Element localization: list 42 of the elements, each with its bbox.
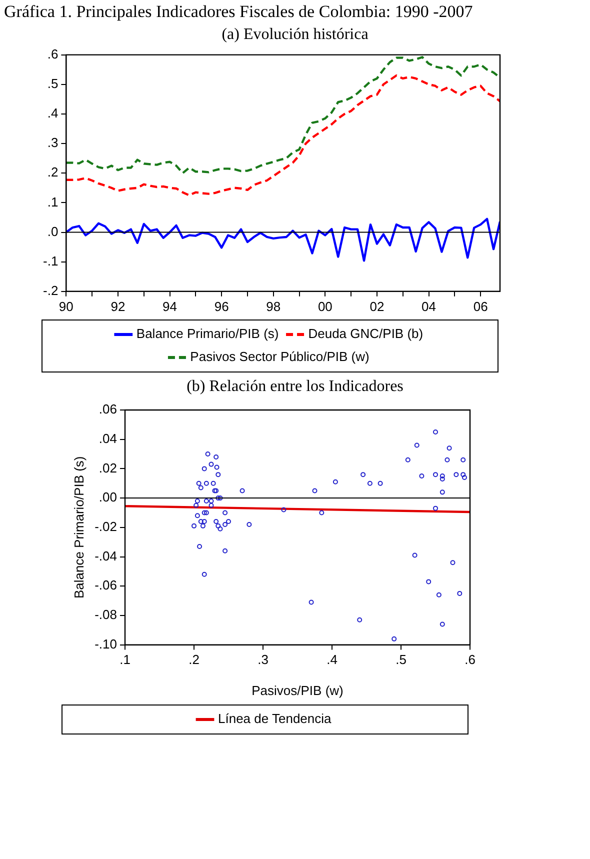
y-tick-label: .2 [47,164,58,180]
y-tick-label: -.06 [94,578,117,593]
y-tick-label: .5 [47,76,58,91]
x-tick-label: 02 [370,298,384,314]
y-tick-label: -.10 [94,636,117,652]
x-tick-label: 00 [318,298,332,314]
y-axis-title: Balance Primario/PIB (s) [71,456,86,599]
x-tick-label: .2 [188,652,200,668]
y-tick-label: .3 [47,135,58,150]
y-tick-label: -.1 [43,253,58,268]
y-tick-label: .1 [47,194,58,210]
y-tick-label: -.04 [94,548,117,564]
x-tick-label: 90 [58,298,74,314]
y-tick-label: .0 [47,224,58,239]
chart-title: Gráfica 1. Principales Indicadores Fiscales de Colombia: 1990 -2007 [4,2,474,22]
y-tick-label: -.08 [94,607,117,622]
y-tick-label: .06 [98,402,117,417]
x-tick-label: 04 [422,298,436,314]
x-tick-label: 96 [214,298,229,314]
x-axis-title: Pasivos/PIB (w) [252,682,344,698]
x-tick-label: 94 [162,298,178,314]
y-tick-label: .04 [98,430,117,446]
chart-title: (b) Relación entre los Indicadores [186,378,404,396]
x-tick-label: .4 [326,652,338,668]
x-tick-label: .6 [464,652,476,668]
legend-label: Deuda GNC/PIB (b) [308,326,424,342]
legend-label: Balance Primario/PIB (s) [136,326,279,342]
y-tick-label: -.2 [43,282,58,298]
legend-label: Línea de Tendencia [218,711,332,726]
x-tick-label: .3 [258,652,268,668]
x-tick-label: 92 [110,298,126,314]
x-tick-label: 06 [473,298,488,314]
legend-label: Pasivos Sector Público/PIB (w) [190,349,370,364]
x-tick-label: .5 [396,652,406,668]
y-tick-label: .02 [98,460,117,476]
y-tick-label: .4 [47,106,58,121]
x-tick-label: 98 [266,298,281,314]
chart-subtitle: (a) Evolución histórica [220,26,370,44]
y-tick-label: .00 [98,490,117,505]
y-tick-label: -.02 [94,518,117,534]
y-tick-label: .6 [47,46,58,62]
x-tick-label: .1 [120,652,130,668]
